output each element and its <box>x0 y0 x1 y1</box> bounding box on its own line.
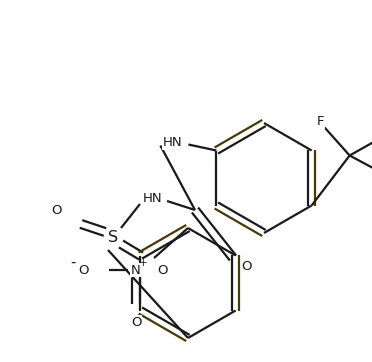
Text: O: O <box>52 205 62 218</box>
Text: -: - <box>70 254 76 269</box>
Text: N: N <box>131 264 141 277</box>
Text: O: O <box>242 260 252 273</box>
Text: O: O <box>158 265 168 278</box>
Text: F: F <box>317 115 324 128</box>
Text: HN: HN <box>143 191 163 205</box>
Text: +: + <box>139 258 147 268</box>
Text: HN: HN <box>163 136 182 149</box>
Text: S: S <box>108 231 118 245</box>
Text: O: O <box>131 316 141 328</box>
Text: O: O <box>78 264 89 277</box>
